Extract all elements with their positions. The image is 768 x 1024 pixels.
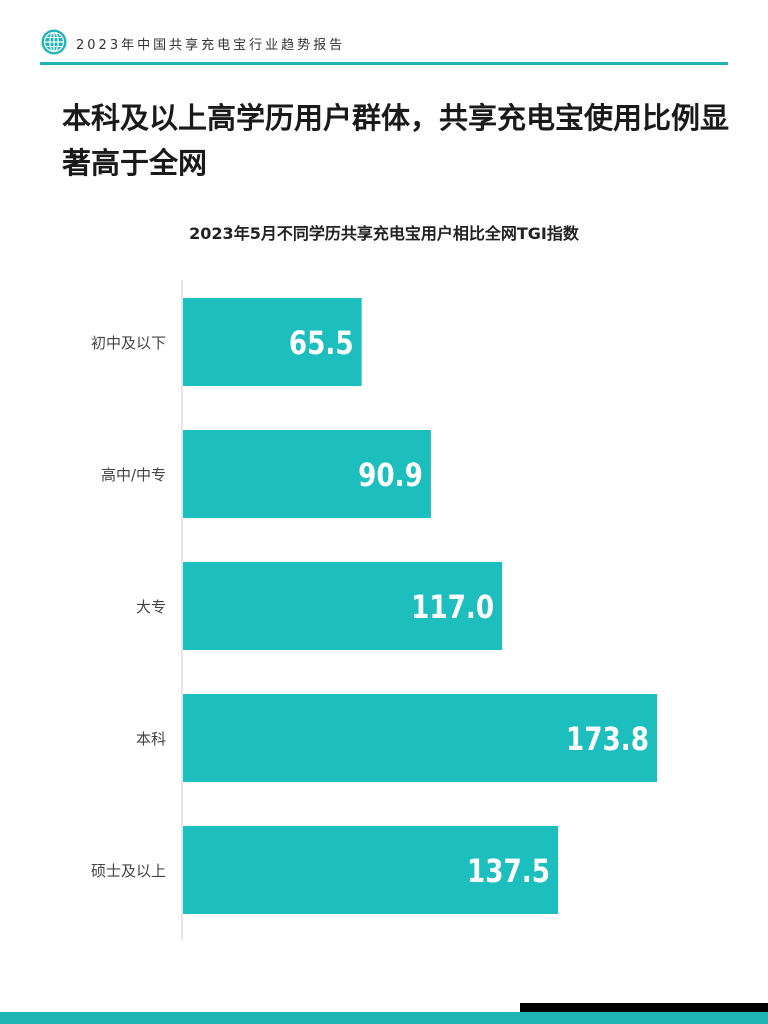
value-label-1: 90.9: [358, 456, 423, 493]
footer-bar: [0, 1012, 768, 1024]
value-label-0: 65.5: [289, 324, 354, 361]
report-header: 2023年中国共享充电宝行业趋势报告: [40, 28, 728, 60]
category-label-2: 大专: [136, 598, 166, 616]
bar-3: [183, 694, 657, 782]
category-label-1: 高中/中专: [101, 466, 166, 484]
category-label-0: 初中及以下: [91, 334, 166, 352]
bar-1: [183, 430, 431, 518]
value-label-3: 173.8: [566, 720, 649, 757]
page-title: 本科及以上高学历用户群体，共享充电宝使用比例显著高于全网: [62, 101, 730, 180]
bar-2: [183, 562, 503, 650]
bar-0: [183, 298, 362, 386]
category-label-4: 硕士及以上: [91, 862, 166, 880]
bar-4: [183, 826, 558, 914]
chart-title: 2023年5月不同学历共享充电宝用户相比全网TGI指数: [189, 224, 579, 243]
globe-icon: [41, 29, 67, 55]
tgi-bar-chart: 65.5 初中及以下 90.9 高中/中专 117.0 大专 173.8 本科 137.5 硕士及…: [91, 280, 657, 940]
value-label-2: 117.0: [411, 588, 494, 625]
report-title: 2023年中国共享充电宝行业趋势报告: [76, 38, 346, 53]
value-label-4: 137.5: [467, 852, 550, 889]
footer-accent-bar: [520, 1003, 768, 1012]
category-label-3: 本科: [136, 730, 166, 748]
header-divider: [40, 62, 728, 65]
